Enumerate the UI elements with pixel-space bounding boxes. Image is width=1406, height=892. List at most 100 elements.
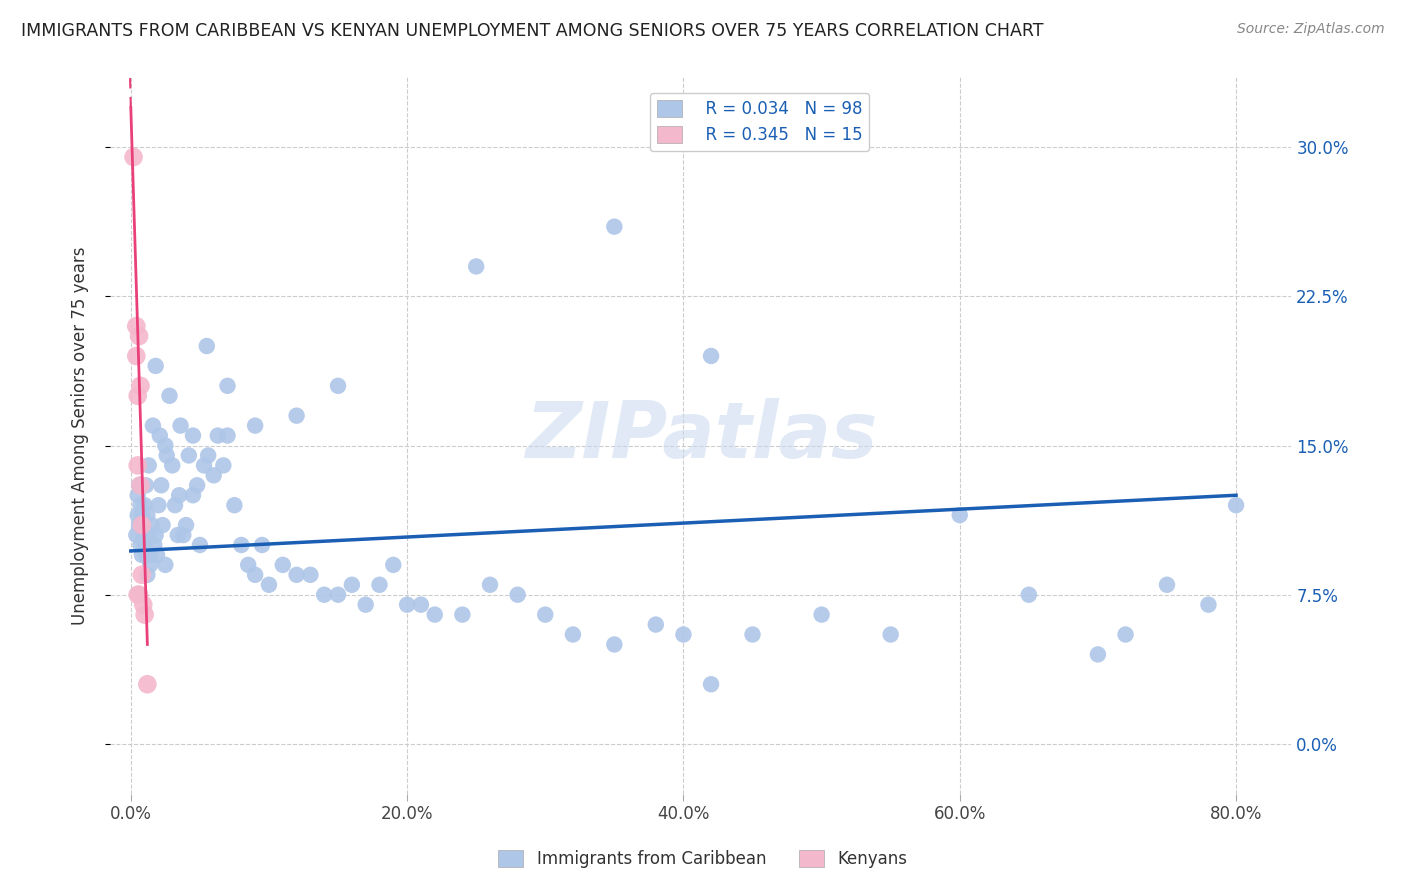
Point (217, 428, 239, 442)
Point (156, 449, 179, 463)
Point (132, 598, 155, 612)
Point (177, 449, 200, 463)
Point (131, 518, 153, 533)
Point (700, 677, 723, 691)
Point (561, 627, 583, 641)
Point (132, 528, 155, 542)
Point (506, 588, 529, 602)
Y-axis label: Unemployment Among Seniors over 75 years: Unemployment Among Seniors over 75 years (72, 246, 89, 624)
Point (1087, 648, 1109, 662)
Point (141, 518, 163, 533)
Point (207, 428, 229, 442)
Point (127, 458, 149, 473)
Point (162, 458, 184, 473)
Point (231, 538, 253, 552)
Point (672, 627, 695, 641)
Point (451, 607, 474, 622)
Point (159, 389, 181, 403)
Point (354, 598, 377, 612)
Point (644, 617, 666, 632)
Point (181, 428, 204, 442)
Point (172, 528, 194, 542)
Point (134, 607, 156, 622)
Point (145, 359, 167, 373)
Point (271, 558, 294, 572)
Point (167, 488, 190, 502)
Point (135, 478, 157, 492)
Point (169, 418, 191, 433)
Point (603, 219, 626, 234)
Point (125, 528, 148, 542)
Text: ZIPatlas: ZIPatlas (524, 398, 877, 474)
Point (396, 598, 419, 612)
Point (423, 607, 446, 622)
Point (340, 578, 363, 592)
Point (132, 518, 155, 533)
Point (1115, 627, 1137, 641)
Point (128, 518, 150, 533)
Point (326, 588, 349, 602)
Point (166, 528, 188, 542)
Point (243, 418, 266, 433)
Point (127, 488, 149, 502)
Point (285, 567, 308, 582)
Point (125, 319, 148, 334)
Point (134, 498, 156, 512)
Point (195, 339, 218, 353)
Point (382, 558, 405, 572)
Legend: Immigrants from Caribbean, Kenyans: Immigrants from Caribbean, Kenyans (492, 843, 914, 875)
Point (134, 538, 156, 552)
Point (131, 548, 153, 562)
Point (139, 558, 162, 572)
Point (479, 578, 502, 592)
Point (193, 458, 215, 473)
Point (155, 438, 177, 452)
Point (138, 528, 160, 542)
Point (129, 379, 152, 393)
Point (163, 498, 186, 512)
Point (136, 508, 159, 523)
Point (145, 528, 167, 542)
Point (143, 538, 166, 552)
Point (128, 478, 150, 492)
Point (700, 349, 723, 363)
Point (131, 508, 153, 523)
Point (188, 538, 211, 552)
Point (136, 567, 159, 582)
Point (127, 508, 149, 523)
Point (1018, 588, 1040, 602)
Point (122, 150, 145, 164)
Point (146, 548, 169, 562)
Point (257, 578, 280, 592)
Point (465, 260, 488, 274)
Point (155, 558, 177, 572)
Point (131, 567, 153, 582)
Point (149, 428, 172, 442)
Point (285, 409, 308, 423)
Point (299, 567, 322, 582)
Point (125, 349, 148, 363)
Point (202, 468, 225, 483)
Point (152, 518, 174, 533)
Point (127, 588, 149, 602)
Point (741, 627, 763, 641)
Point (250, 538, 273, 552)
Point (135, 548, 157, 562)
Point (150, 478, 173, 492)
Point (181, 488, 204, 502)
Point (534, 607, 557, 622)
Point (810, 607, 832, 622)
Point (224, 498, 246, 512)
Point (128, 588, 150, 602)
Text: Source: ZipAtlas.com: Source: ZipAtlas.com (1237, 22, 1385, 37)
Point (314, 588, 336, 602)
Point (949, 508, 972, 523)
Point (1197, 598, 1219, 612)
Point (148, 498, 170, 512)
Point (186, 478, 208, 492)
Legend:   R = 0.034   N = 98,   R = 0.345   N = 15: R = 0.034 N = 98, R = 0.345 N = 15 (650, 93, 869, 151)
Point (603, 637, 626, 651)
Point (174, 518, 197, 533)
Point (879, 627, 901, 641)
Point (136, 677, 159, 691)
